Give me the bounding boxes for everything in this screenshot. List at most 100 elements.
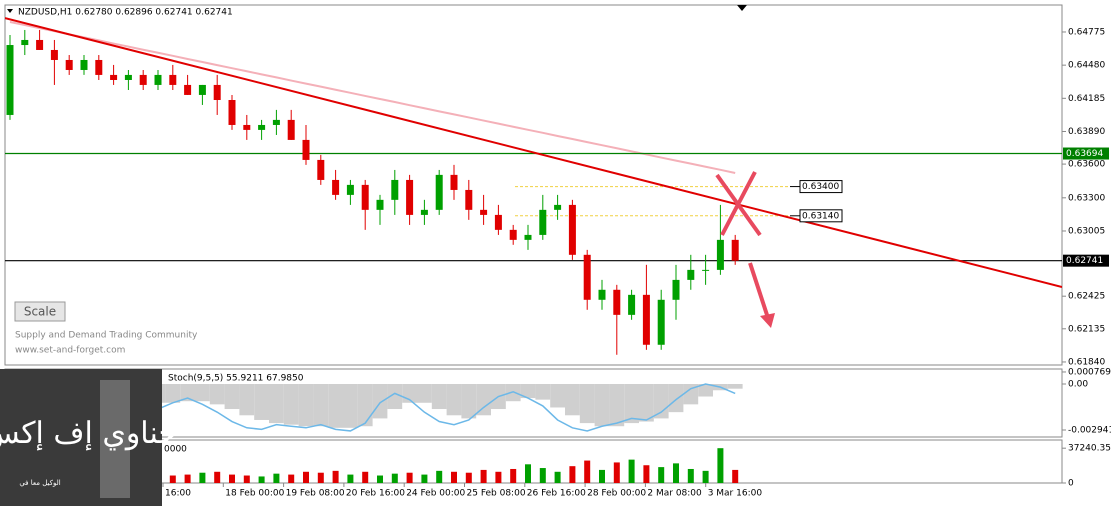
y-tick-label: 0.64775 [1068,27,1105,37]
histogram-bar [209,384,225,405]
candle-body [36,39,44,50]
stoch-title: Stoch(9,5,5) 55.9211 67.9850 [168,374,304,384]
y-tick-label: 0.64185 [1068,94,1105,104]
volume-bar [347,474,354,483]
volume-bar [554,471,561,483]
volume-bar [717,448,724,483]
candle-body [628,294,636,315]
candle-body [420,209,428,215]
level-label-box [799,209,843,223]
candle-body [243,124,251,130]
histogram-bar [594,384,610,427]
candle-body [450,174,458,190]
volume-bar [465,472,472,483]
candle-body [228,100,236,125]
candle-body [21,39,29,46]
volume-bar [628,459,635,483]
menu-arrow[interactable] [7,9,13,13]
price-label: 0.63694 [1066,149,1103,159]
logo-subtitle: الوكيل معا في [19,479,60,487]
candle-body [568,204,576,255]
histogram-bar [313,384,329,427]
x-tick-label: 28 Feb 00:00 [587,489,646,499]
histogram-bar [165,384,181,403]
volume-bar [229,474,235,483]
volume-panel [4,439,1063,484]
histogram-bar [372,384,388,419]
histogram-bar [343,384,358,428]
volume-bar [317,472,324,483]
candle-body [272,119,280,125]
volume-bar [362,471,369,483]
candle-body [6,45,14,115]
candle-body [657,299,665,345]
histogram-bar [417,384,432,403]
volume-bar [436,470,443,483]
candle-body [435,174,443,210]
y-tick-label: 0.64480 [1068,61,1105,71]
candle-body [95,59,103,75]
candle-body [672,279,680,300]
candle-body [139,74,147,85]
y-tick-label: 0.62425 [1068,292,1105,302]
stoch-plot [5,383,743,432]
volume-bar [258,476,265,483]
candle-body [65,59,73,70]
volume-title: 0000 [164,445,187,455]
moving-average [9,20,736,174]
candle-body [613,289,621,315]
overlay: 0.64775 0.64480 0.64185 0.63890 0.63600 0.633… [162,27,1111,499]
candle-body [198,84,206,95]
candle-body [346,184,354,195]
histogram-bar [269,384,284,424]
histogram-bar [357,384,373,427]
histogram-bar [550,384,565,408]
level-label: 0.63400 [802,182,839,192]
logo [0,369,162,506]
x-tick-label: 19 Feb 08:00 [286,489,345,499]
candle-body [465,189,473,210]
scale-button-label[interactable]: Scale [24,305,56,319]
histogram-bar [520,384,536,399]
x-tick-label: 24 Feb 00:00 [406,489,465,499]
volume-bar [288,474,295,483]
volume-bar [658,467,665,483]
histogram-bar [239,384,255,416]
candle-body [169,74,177,85]
main-plot [5,17,1062,355]
histogram-bar [195,384,210,402]
price-label-box [1063,254,1109,267]
annotation-cross [715,171,762,237]
volume-bar [273,473,280,483]
candle-body [317,159,325,180]
x-tick-label: 20 Feb 16:00 [346,489,405,499]
shift-marker [737,5,747,11]
y-tick-label: 0.63890 [1068,127,1105,137]
y-tick-label: 0.61840 [1068,357,1105,367]
candle-body [80,59,88,70]
level-label-box [799,180,843,194]
volume-bar [184,474,191,483]
histogram-bar [565,384,580,416]
candle-body [539,209,547,235]
volume-bar [451,471,457,483]
y-tick-label: 0.000769 [1068,367,1111,377]
histogram-bar [624,384,639,424]
scale-button[interactable] [14,301,66,322]
volume-bar [421,474,428,483]
candle-body [124,74,132,80]
candle-body [391,179,399,200]
candle-body [554,204,562,210]
histogram-bar [224,384,240,410]
x-tick-label: 25 Feb 08:00 [467,489,526,499]
candle-body [642,294,650,345]
histogram-bar [283,384,299,425]
candle-body [494,214,502,230]
candle-body [332,179,340,195]
trendline [5,17,1062,288]
candle-body [184,84,192,95]
histogram-bar [476,384,491,416]
volume-bar [377,475,383,483]
histogram-bar [254,384,269,420]
